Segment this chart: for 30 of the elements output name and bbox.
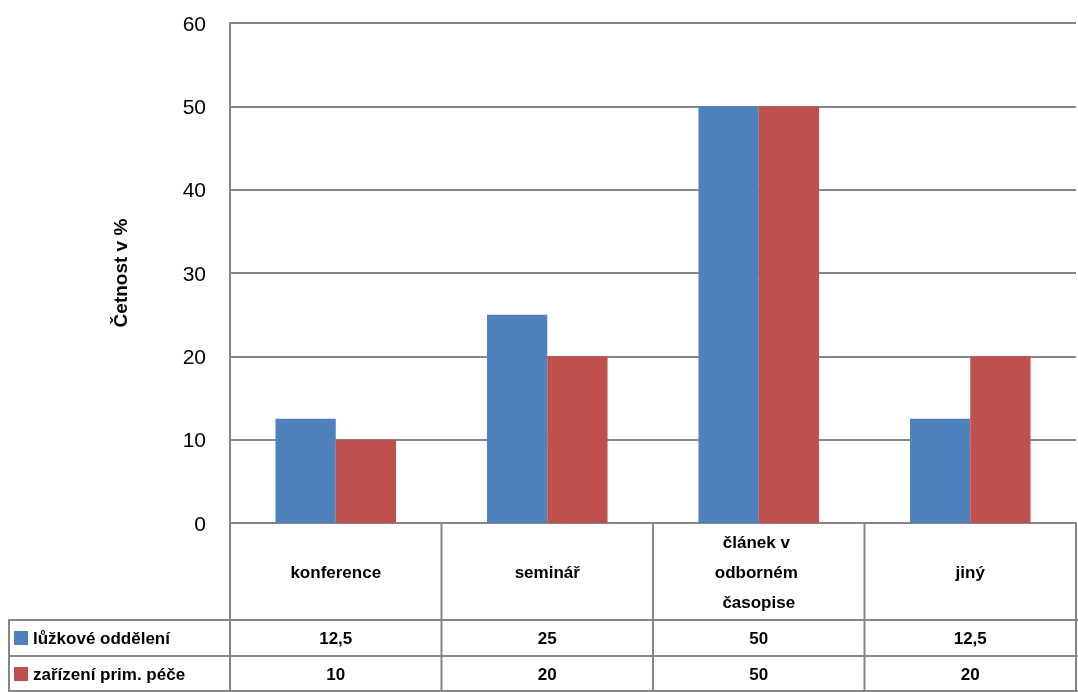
x-tick-label: konference bbox=[290, 563, 382, 582]
y-tick-label: 40 bbox=[182, 178, 206, 202]
y-tick-label: 30 bbox=[182, 261, 206, 285]
data-label: 20 bbox=[960, 664, 980, 684]
data-label: 10 bbox=[326, 664, 346, 684]
bar bbox=[335, 439, 397, 523]
data-label: 25 bbox=[537, 628, 557, 648]
data-label: 50 bbox=[749, 664, 769, 684]
data-label: 20 bbox=[537, 664, 557, 684]
bar bbox=[486, 314, 548, 523]
y-axis-title: Četnost v % bbox=[110, 218, 131, 328]
y-tick-label: 0 bbox=[194, 511, 206, 535]
y-tick-label: 50 bbox=[182, 94, 206, 118]
x-tick-label: jiný bbox=[954, 563, 986, 582]
y-tick-label: 10 bbox=[182, 428, 206, 452]
data-label: 12,5 bbox=[319, 628, 353, 648]
data-label: 50 bbox=[749, 628, 769, 648]
x-tick-label: článek v odborném časopise bbox=[714, 533, 803, 612]
legend-label: zařízení prim. péče bbox=[33, 664, 186, 684]
bar bbox=[547, 356, 608, 523]
x-tick-label: seminář bbox=[514, 563, 581, 582]
bar bbox=[758, 106, 820, 523]
bar bbox=[275, 418, 336, 523]
bar bbox=[698, 106, 759, 523]
y-tick-label: 60 bbox=[182, 11, 206, 35]
y-tick-label: 20 bbox=[182, 344, 206, 368]
bar bbox=[909, 418, 971, 523]
data-label: 12,5 bbox=[953, 628, 987, 648]
legend-label: lůžkové oddělení bbox=[33, 628, 172, 648]
bar bbox=[970, 356, 1031, 523]
